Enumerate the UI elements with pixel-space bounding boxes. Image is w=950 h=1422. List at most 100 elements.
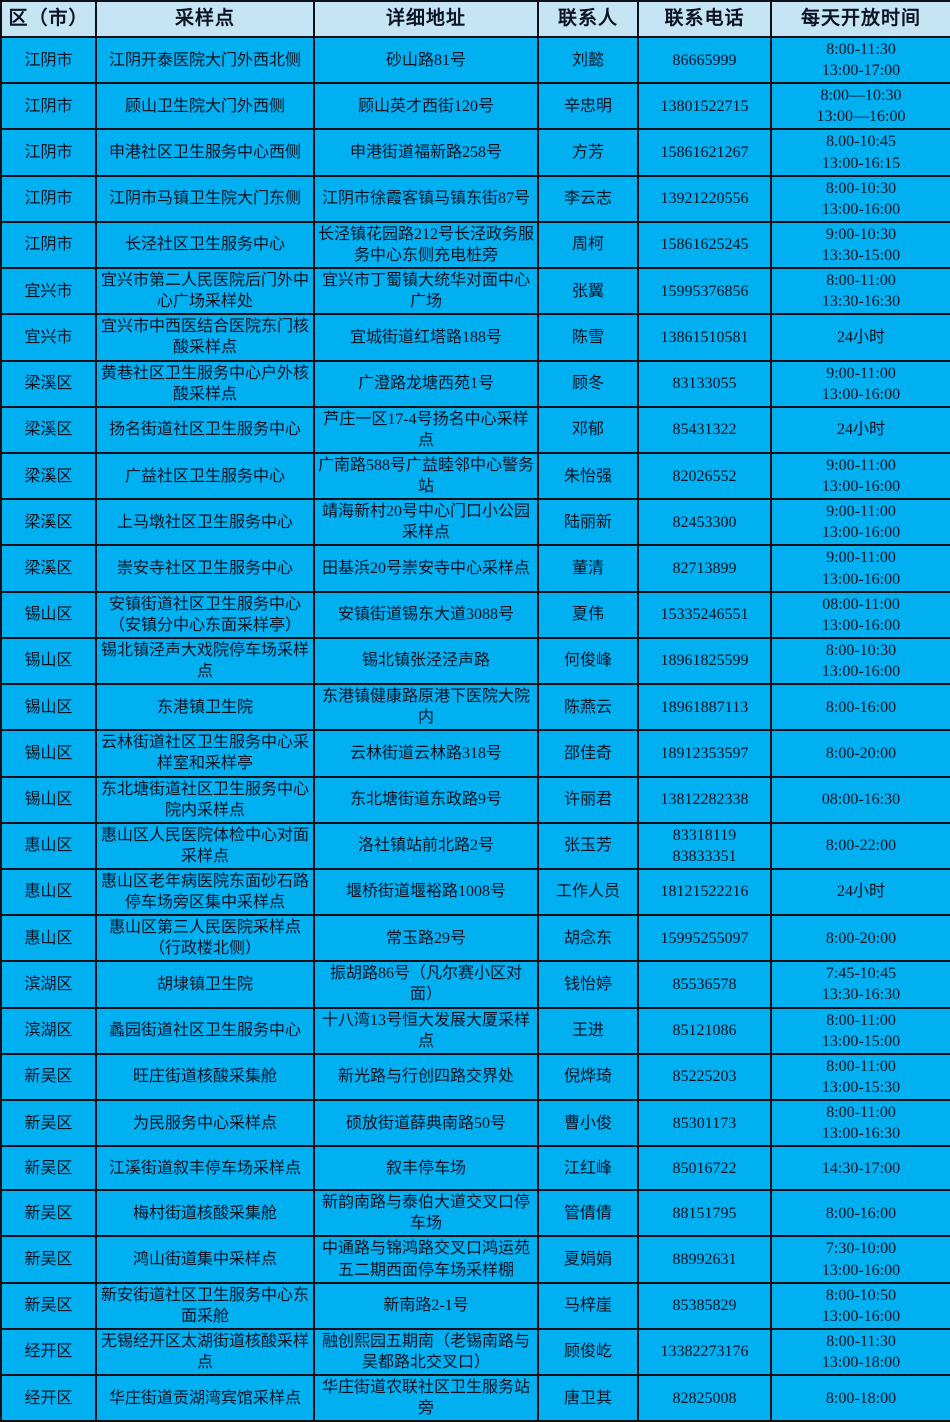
cell-site: 云林街道社区卫生服务中心采样室和采样亭 [95, 729, 315, 778]
table-row: 梁溪区 上马墩社区卫生服务中心 靖海新村20号中心门口小公园采样点 陆丽新 824533… [0, 498, 950, 547]
table-row: 锡山区 东港镇卫生院 东港镇健康路原港下医院大院内 陈燕云 18961887113 8:0… [0, 683, 950, 732]
cell-site: 顾山卫生院大门外西侧 [95, 82, 315, 131]
column-header-contact: 联系人 [537, 0, 639, 38]
cell-contact: 周柯 [537, 220, 639, 270]
cell-site: 扬名街道社区卫生服务中心 [95, 405, 315, 454]
cell-address: 东港镇健康路原港下医院大院内 [313, 683, 539, 732]
table-row: 锡山区 锡北镇泾声大戏院停车场采样点 锡北镇张泾泾声路 何俊峰 18961825599 8… [0, 636, 950, 686]
cell-contact: 陆丽新 [537, 498, 639, 547]
cell-district: 新吴区 [0, 1235, 97, 1284]
cell-contact: 曹小俊 [537, 1099, 639, 1148]
cell-contact: 陈燕云 [537, 683, 639, 732]
cell-site: 无锡经开区太湖街道核酸采样点 [95, 1327, 315, 1377]
cell-address: 东北塘街道东政路9号 [313, 775, 539, 824]
cell-address: 新韵南路与泰伯大道交叉口停车场 [313, 1189, 539, 1238]
cell-district: 梁溪区 [0, 498, 97, 547]
column-header-address: 详细地址 [313, 0, 539, 38]
cell-contact: 钱怡婷 [537, 960, 639, 1009]
cell-phone: 15861621267 [637, 128, 772, 177]
cell-site: 上马墩社区卫生服务中心 [95, 498, 315, 547]
column-header-site: 采样点 [95, 0, 315, 38]
cell-phone: 13861510581 [637, 313, 772, 362]
cell-phone: 15861625245 [637, 220, 772, 270]
table-row: 江阴市 顾山卫生院大门外西侧 顾山英才西街120号 辛忠明 13801522715 8:0… [0, 82, 950, 131]
cell-hours: 7:30-10:00 13:00-16:00 [770, 1235, 950, 1284]
cell-hours: 24小时 [770, 313, 950, 362]
cell-contact: 许丽君 [537, 775, 639, 824]
cell-address: 融创熙园五期南（老锡南路与吴都路北交叉口） [313, 1327, 539, 1377]
cell-district: 新吴区 [0, 1145, 97, 1192]
cell-hours: 24小时 [770, 867, 950, 917]
cell-contact: 何俊峰 [537, 636, 639, 686]
table-row: 经开区 华庄街道贡湖湾宾馆采样点 华庄街道农联社区卫生服务站旁 唐卫其 82825008… [0, 1374, 950, 1422]
cell-phone: 82453300 [637, 498, 772, 547]
cell-address: 锡北镇张泾泾声路 [313, 636, 539, 686]
cell-site: 宜兴市第二人民医院后门外中心广场采样处 [95, 267, 315, 316]
cell-contact: 唐卫其 [537, 1374, 639, 1422]
cell-hours: 8.00-10:45 13:00-16:15 [770, 128, 950, 177]
cell-site: 梅村街道核酸采集舱 [95, 1189, 315, 1238]
cell-contact: 顾俊屹 [537, 1327, 639, 1377]
cell-district: 宜兴市 [0, 267, 97, 316]
cell-address: 靖海新村20号中心门口小公园采样点 [313, 498, 539, 547]
cell-site: 申港社区卫生服务中心西侧 [95, 128, 315, 177]
cell-district: 江阴市 [0, 82, 97, 131]
cell-site: 江阴市马镇卫生院大门东侧 [95, 174, 315, 223]
table-row: 新吴区 旺庄街道核酸采集舱 新光路与行创四路交界处 倪烨琦 85225203 8:00-1… [0, 1052, 950, 1102]
cell-contact: 邵佳奇 [537, 729, 639, 778]
cell-phone: 85301173 [637, 1099, 772, 1148]
cell-site: 安镇街道社区卫生服务中心（安镇分中心东面采样亭） [95, 590, 315, 639]
cell-hours: 8:00—10:30 13:00—16:00 [770, 82, 950, 131]
table-row: 江阴市 申港社区卫生服务中心西侧 申港街道福新路258号 方芳 15861621267 8… [0, 128, 950, 177]
cell-phone: 15335246551 [637, 590, 772, 639]
cell-address: 广澄路龙塘西苑1号 [313, 359, 539, 408]
cell-contact: 夏伟 [537, 590, 639, 639]
cell-district: 锡山区 [0, 729, 97, 778]
cell-address: 申港街道福新路258号 [313, 128, 539, 177]
header-row: 区（市） 采样点 详细地址 联系人 联系电话 每天开放时间 [0, 0, 950, 38]
cell-hours: 8:00-11:00 13:00-15:00 [770, 1006, 950, 1055]
cell-hours: 8:00-11:00 13:00-16:30 [770, 1099, 950, 1148]
table-row: 滨湖区 蠡园街道社区卫生服务中心 十八湾13号恒大发展大厦采样点 王进 85121086… [0, 1006, 950, 1055]
cell-address: 堰桥街道堰裕路1008号 [313, 867, 539, 917]
cell-phone: 83133055 [637, 359, 772, 408]
table-row: 新吴区 梅村街道核酸采集舱 新韵南路与泰伯大道交叉口停车场 管倩倩 88151795 8:… [0, 1189, 950, 1238]
cell-site: 宜兴市中西医结合医院东门核酸采样点 [95, 313, 315, 362]
cell-hours: 9:00-11:00 13:00-16:00 [770, 359, 950, 408]
cell-contact: 顾冬 [537, 359, 639, 408]
cell-hours: 8:00-11:30 13:00-18:00 [770, 1327, 950, 1377]
cell-address: 田基浜20号崇安寺中心采样点 [313, 544, 539, 593]
table-row: 滨湖区 胡埭镇卫生院 振胡路86号（凡尔赛小区对面） 钱怡婷 85536578 7:45-… [0, 960, 950, 1009]
cell-district: 梁溪区 [0, 451, 97, 501]
table-row: 梁溪区 广益社区卫生服务中心 广南路588号广益睦邻中心警务站 朱怡强 82026552… [0, 451, 950, 501]
cell-phone: 18961825599 [637, 636, 772, 686]
cell-district: 惠山区 [0, 821, 97, 870]
column-header-hours: 每天开放时间 [770, 0, 950, 38]
cell-site: 惠山区老年病医院东面砂石路停车场旁区集中采样点 [95, 867, 315, 917]
cell-phone: 83318119 83833351 [637, 821, 772, 870]
cell-phone: 13921220556 [637, 174, 772, 223]
cell-district: 江阴市 [0, 35, 97, 85]
table-row: 惠山区 惠山区老年病医院东面砂石路停车场旁区集中采样点 堰桥街道堰裕路1008号 工作… [0, 867, 950, 917]
cell-district: 滨湖区 [0, 960, 97, 1009]
cell-district: 宜兴市 [0, 313, 97, 362]
cell-phone: 82713899 [637, 544, 772, 593]
cell-phone: 18912353597 [637, 729, 772, 778]
table-row: 江阴市 江阴开泰医院大门外西北侧 砂山路81号 刘懿 86665999 8:00-11:3… [0, 35, 950, 85]
cell-phone: 88151795 [637, 1189, 772, 1238]
cell-address: 振胡路86号（凡尔赛小区对面） [313, 960, 539, 1009]
cell-district: 锡山区 [0, 683, 97, 732]
cell-contact: 胡念东 [537, 914, 639, 963]
cell-contact: 张翼 [537, 267, 639, 316]
cell-hours: 24小时 [770, 405, 950, 454]
cell-phone: 82825008 [637, 1374, 772, 1422]
cell-phone: 85431322 [637, 405, 772, 454]
cell-district: 江阴市 [0, 174, 97, 223]
cell-site: 长泾社区卫生服务中心 [95, 220, 315, 270]
cell-address: 叙丰停车场 [313, 1145, 539, 1192]
cell-address: 芦庄一区17-4号扬名中心采样点 [313, 405, 539, 454]
column-header-district: 区（市） [0, 0, 97, 38]
cell-district: 滨湖区 [0, 1006, 97, 1055]
column-header-phone: 联系电话 [637, 0, 772, 38]
cell-contact: 邓郁 [537, 405, 639, 454]
